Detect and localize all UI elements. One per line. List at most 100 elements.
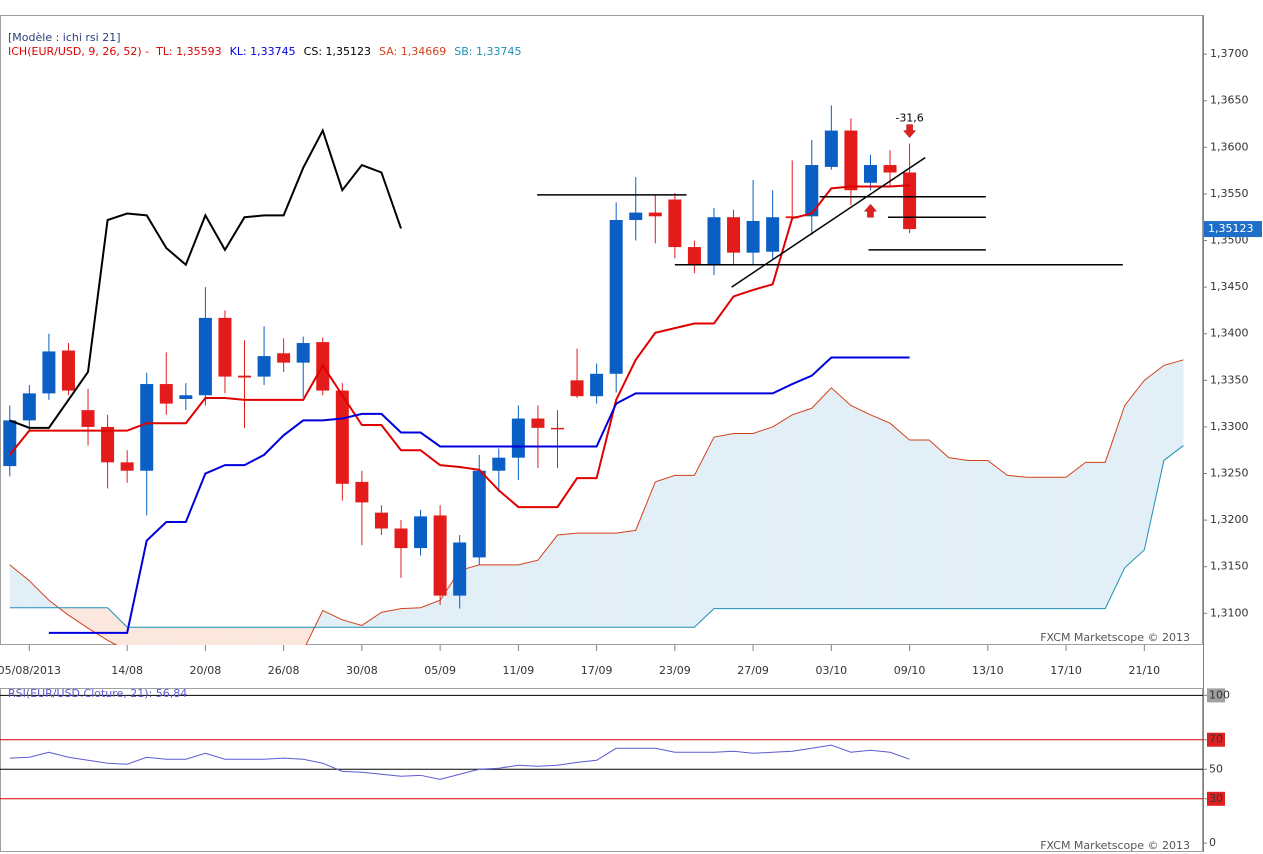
candle-body	[570, 380, 584, 397]
y-tick-label: 1,3700	[1210, 47, 1249, 60]
x-tick-label: 11/09	[503, 664, 535, 677]
candle-body	[257, 356, 271, 377]
cloud-fill	[537, 535, 558, 628]
cloud-fill	[792, 408, 812, 609]
cloud-fill	[401, 607, 421, 628]
y-tick-label: 1,3300	[1210, 420, 1249, 433]
rsi-tick-label: 0	[1209, 836, 1216, 849]
candle-body	[550, 427, 564, 430]
cloud-fill	[557, 533, 578, 628]
main-plot	[3, 105, 1184, 645]
cloud-fill	[733, 433, 754, 609]
cloud-fill	[909, 439, 930, 609]
candle-body	[472, 470, 486, 558]
cloud-fill	[303, 627, 315, 645]
cloud-fill	[127, 627, 147, 645]
last-price-label: 1,35123	[1208, 222, 1254, 235]
cloud-fill	[753, 426, 773, 609]
cloud-fill	[929, 439, 949, 609]
candle-body	[648, 212, 662, 217]
cloud-fill	[1085, 462, 1106, 609]
legend: ICH(EUR/USD, 9, 26, 52) - TL: 1,35593 KL: …	[8, 45, 521, 58]
cloud-fill	[987, 460, 1008, 609]
signal-arrow	[863, 203, 878, 218]
y-tick-label: 1,3450	[1210, 280, 1249, 293]
candle-body	[609, 220, 623, 374]
cloud-fill	[890, 423, 910, 609]
indicator-line	[9, 128, 402, 429]
candle-body	[140, 384, 154, 471]
rsi-tick-label: 30	[1209, 792, 1223, 805]
cloud-fill	[107, 607, 128, 645]
rsi-legend: RSI(EUR/USD.Cloture, 21): 56,84	[8, 687, 187, 700]
rsi-tick-label: 70	[1209, 733, 1223, 746]
candle-body	[22, 393, 36, 421]
y-tick-label: 1,3600	[1210, 140, 1249, 153]
candle-body	[335, 390, 349, 484]
candle-body	[727, 217, 741, 253]
candle-body	[179, 395, 193, 399]
x-tick-label: 17/10	[1050, 664, 1082, 677]
cloud-fill	[713, 433, 734, 609]
candle-body	[590, 373, 604, 397]
rsi-tick-bg	[1207, 732, 1225, 747]
cloud-fill	[518, 560, 538, 628]
cloud-fill	[968, 460, 988, 609]
signal-arrow	[903, 124, 917, 138]
candle-body	[414, 516, 428, 549]
candle-body	[42, 351, 56, 394]
candle-body	[805, 165, 819, 217]
cloud-fill	[635, 481, 656, 628]
y-tick-label: 1,3400	[1210, 327, 1249, 340]
cloud-fill	[772, 414, 793, 609]
legend-title: ICH(EUR/USD, 9, 26, 52) -	[8, 45, 149, 58]
rsi-tick-bg	[1207, 688, 1225, 703]
cloud-fill	[1007, 475, 1027, 609]
legend-entry: SB: 1,33745	[454, 45, 521, 58]
x-tick-label: 09/10	[894, 664, 926, 677]
candle-body	[629, 212, 643, 221]
candle-body	[883, 165, 897, 173]
x-tick-label: 17/09	[581, 664, 613, 677]
x-tick-label: 05/09	[424, 664, 456, 677]
cloud-fill	[811, 387, 832, 609]
cloud-fill	[185, 627, 206, 645]
candle-body	[903, 172, 917, 230]
candle-body	[374, 512, 388, 529]
candle-body	[238, 375, 252, 378]
x-tick-label: 05/08/2013	[0, 664, 61, 677]
cloud-fill	[1046, 477, 1067, 609]
cloud-fill	[9, 564, 30, 608]
rsi-plot	[0, 694, 1203, 800]
last-price-tag	[1204, 221, 1262, 238]
watermark: FXCM Marketscope © 2013	[1040, 839, 1190, 852]
x-tick-label: 13/10	[972, 664, 1004, 677]
candle-body	[218, 317, 232, 377]
candle-body	[746, 220, 760, 253]
legend-entry: SA: 1,34669	[379, 45, 446, 58]
subtitle: [Modèle : ichi rsi 21]	[8, 31, 121, 44]
cloud-fill	[1163, 359, 1184, 461]
legend-entry: TL: 1,35593	[155, 45, 222, 58]
candle-body	[198, 317, 212, 396]
x-tick-label: 14/08	[111, 664, 143, 677]
cloud-fill	[655, 475, 675, 628]
cloud-fill	[1066, 462, 1086, 609]
x-tick-label: 30/08	[346, 664, 378, 677]
cloud-fill	[1144, 365, 1164, 550]
y-tick-label: 1,3650	[1210, 94, 1249, 107]
x-tick-label: 27/09	[737, 664, 769, 677]
legend-entry: KL: 1,33745	[230, 45, 296, 58]
cloud-fill	[1124, 380, 1145, 568]
y-tick-label: 1,3250	[1210, 467, 1249, 480]
candle-body	[492, 457, 506, 471]
signal-label: -31,6	[895, 112, 923, 125]
x-tick-label: 20/08	[190, 664, 222, 677]
rsi-plot-frame	[0, 688, 1203, 852]
candle-body	[81, 410, 95, 427]
cloud-fill	[264, 627, 284, 645]
candle-body	[863, 165, 877, 183]
candle-body	[433, 515, 447, 596]
